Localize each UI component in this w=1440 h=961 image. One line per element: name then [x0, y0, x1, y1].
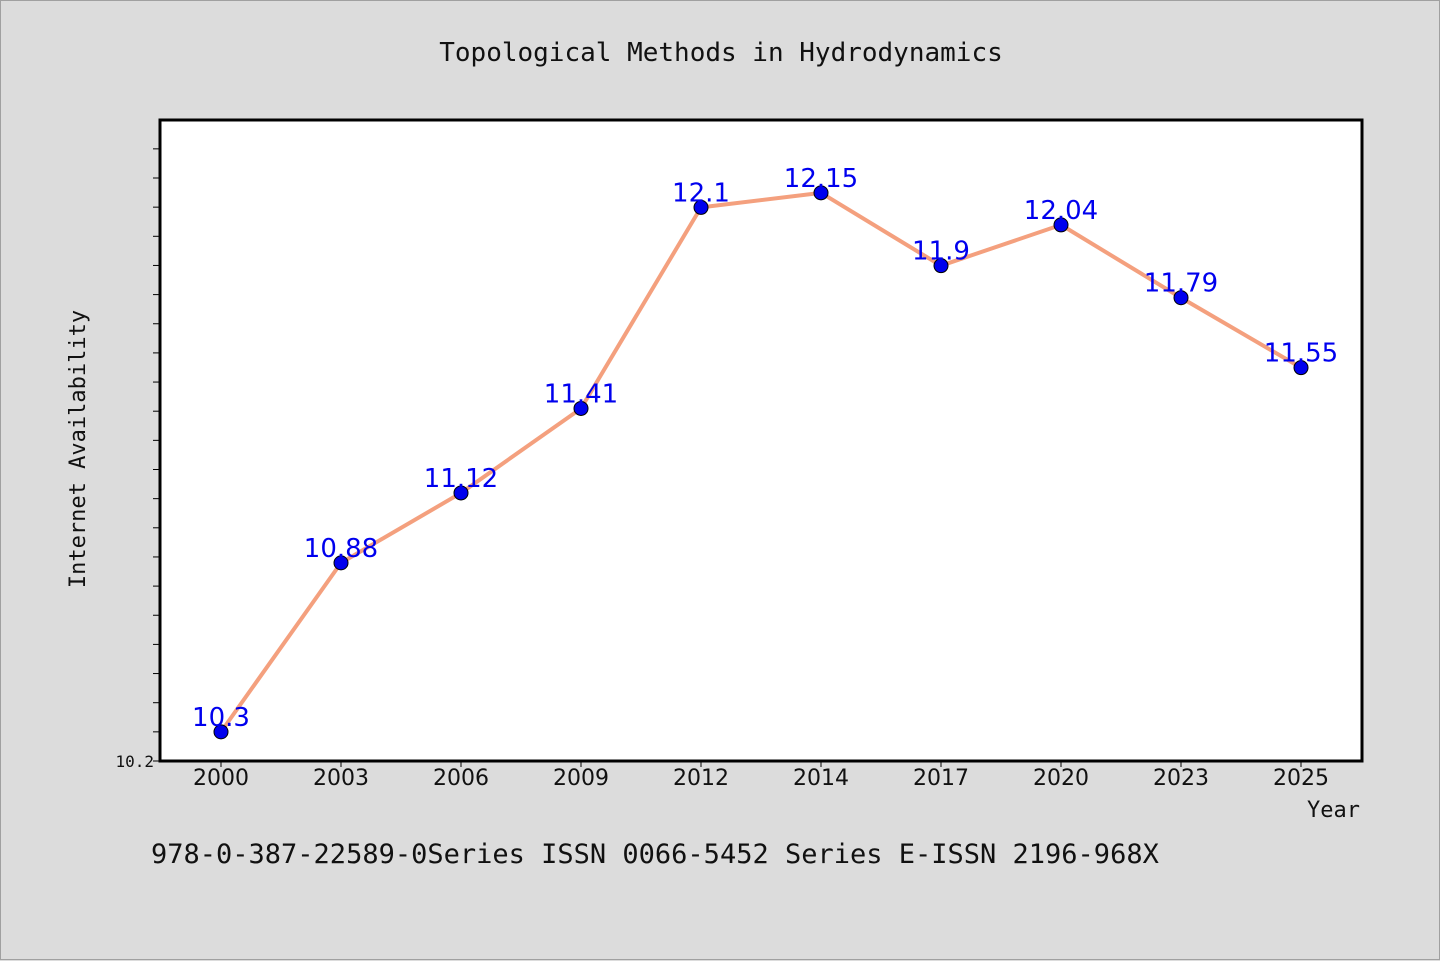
data-label: 12.15	[784, 164, 858, 194]
data-label: 11.41	[544, 379, 618, 409]
data-label: 12.04	[1024, 196, 1098, 226]
data-label: 11.79	[1144, 269, 1218, 299]
data-point	[1053, 217, 1069, 233]
data-label: 11.55	[1264, 339, 1338, 369]
x-axis-label: Year	[1307, 798, 1360, 823]
data-markers	[213, 185, 1309, 740]
y-axis-label: Internet Availability	[66, 310, 91, 588]
data-point	[1173, 290, 1189, 306]
data-point	[1293, 360, 1309, 376]
y-tick-label: 10.2	[115, 752, 154, 771]
x-tick-label: 2017	[913, 766, 969, 791]
data-label: 10.3	[192, 703, 250, 733]
data-point	[813, 185, 829, 201]
x-tick-label: 2006	[433, 766, 489, 791]
data-point	[333, 555, 349, 571]
data-label: 12.1	[672, 178, 730, 208]
x-tick-label: 2012	[673, 766, 729, 791]
data-label: 11.9	[912, 237, 970, 267]
data-label: 11.12	[424, 464, 498, 494]
x-tick-label: 2023	[1153, 766, 1209, 791]
data-point	[213, 724, 229, 740]
x-tick-label: 2000	[193, 766, 249, 791]
y-axis-ticks	[153, 148, 160, 762]
footer-isbn-issn: 978-0-387-22589-0Series ISSN 0066-5452 S…	[151, 839, 1159, 870]
x-tick-label: 2014	[793, 766, 849, 791]
series-line	[219, 190, 1303, 734]
data-point	[573, 400, 589, 416]
x-tick-label: 2020	[1033, 766, 1089, 791]
x-axis-ticks: 2000 2003 2006 2009 2012 2014 2017 2020 2023 2025	[193, 761, 1329, 791]
x-tick-label: 2003	[313, 766, 369, 791]
x-tick-label: 2009	[553, 766, 609, 791]
data-point	[693, 199, 709, 215]
chart-title: Topological Methods in Hydrodynamics	[439, 38, 1003, 68]
data-point	[453, 485, 469, 501]
data-point	[933, 258, 949, 274]
plot-area	[158, 118, 1364, 763]
data-label: 10.88	[304, 534, 378, 564]
data-labels: 10.3 10.88 11.12 11.41 12.1 12.15 11.9 12.04 11.…	[192, 164, 1338, 733]
x-tick-label: 2025	[1273, 766, 1329, 791]
